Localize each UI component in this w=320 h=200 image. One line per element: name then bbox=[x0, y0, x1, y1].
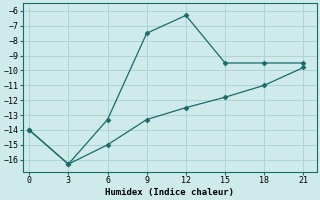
X-axis label: Humidex (Indice chaleur): Humidex (Indice chaleur) bbox=[105, 188, 234, 197]
